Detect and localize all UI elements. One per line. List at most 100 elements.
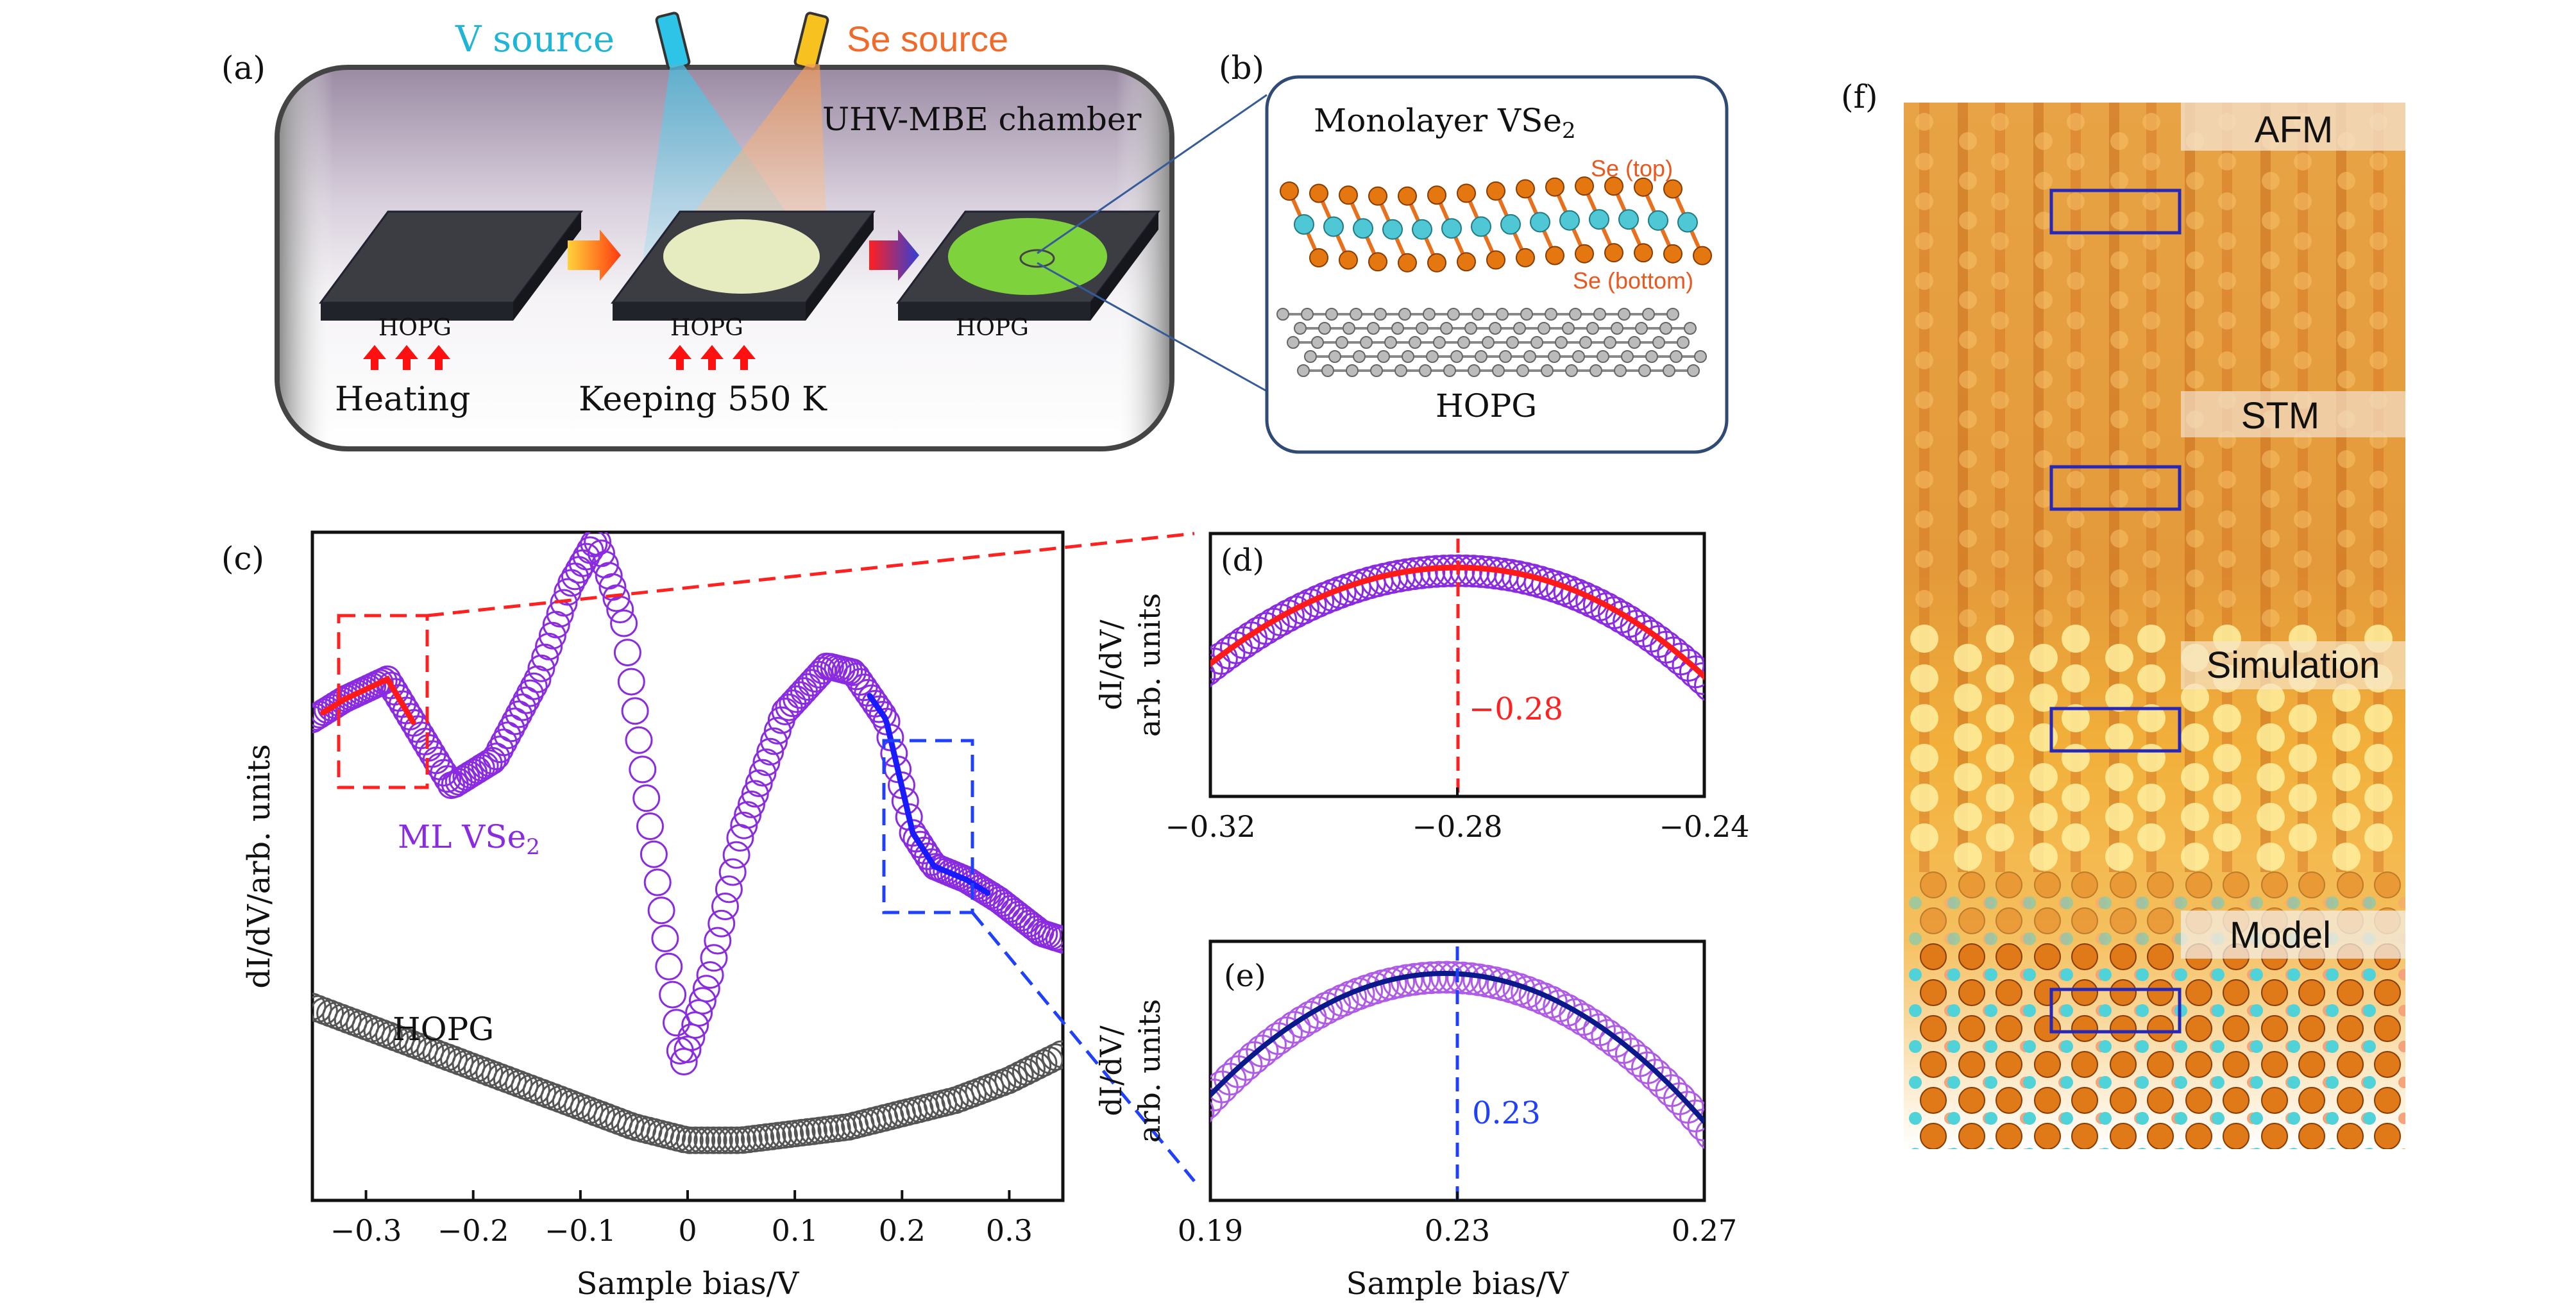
- ml-vse2-point: [617, 668, 645, 696]
- model-se-bottom-atom: [2250, 1148, 2256, 1149]
- model-se-bottom-atom: [2288, 1148, 2294, 1149]
- model-v-atom: [2139, 1148, 2146, 1149]
- ml-vse2-point: [715, 875, 743, 904]
- afm-spot: [2110, 410, 2128, 428]
- afm-spot: [1915, 272, 1933, 290]
- hopg-point: [1047, 1040, 1063, 1068]
- afm-spot: [2137, 823, 2165, 852]
- carbon-atom: [1374, 308, 1387, 321]
- afm-spot: [2067, 351, 2085, 369]
- zoom-line-red: [427, 532, 1195, 618]
- panel-e-ylabel-2: arb. units: [1132, 999, 1167, 1143]
- model-v-atom: [2174, 1076, 2187, 1089]
- panel-e-point: [1679, 1099, 1704, 1132]
- carbon-atom: [1492, 364, 1505, 377]
- se-bottom-atom: [1634, 243, 1653, 263]
- afm-spot: [2181, 763, 2209, 791]
- panel-c-xtick-label: −0.2: [437, 1213, 509, 1248]
- carbon-atom: [1593, 308, 1606, 321]
- panel-e-point: [1430, 961, 1464, 994]
- afm-spot: [2186, 291, 2204, 309]
- ml-vse2-point: [741, 780, 769, 808]
- hopg-point: [699, 1126, 727, 1154]
- model-v-atom: [2287, 968, 2300, 981]
- ml-vse2-point: [493, 721, 521, 750]
- carbon-atom: [1335, 336, 1348, 349]
- panel-d-ylabel-1: dI/dV/: [1094, 619, 1128, 710]
- afm-spot: [2110, 251, 2128, 269]
- se-bottom-label: Se (bottom): [1573, 267, 1693, 294]
- model-v-atom: [2290, 1148, 2298, 1149]
- model-v-atom: [1909, 896, 1922, 909]
- model-v-atom: [2023, 1040, 2036, 1053]
- model-v-atom: [2363, 1040, 2376, 1053]
- carbon-atom: [1645, 350, 1658, 363]
- afm-spot: [2218, 471, 2236, 489]
- afm-spot: [1954, 723, 1982, 752]
- panel-e-point: [1559, 998, 1592, 1031]
- afm-spot: [2062, 625, 2090, 653]
- carbon-atom: [1325, 308, 1338, 321]
- panel-e-point: [1278, 1011, 1311, 1044]
- model-se-atom: [2223, 1123, 2250, 1149]
- afm-spot: [1915, 153, 1933, 171]
- model-v-atom: [2023, 896, 2036, 909]
- panel-e-point: [1566, 1003, 1600, 1036]
- ml-vse2-point: [523, 665, 552, 693]
- afm-spot: [2294, 272, 2312, 290]
- carbon-atom: [1677, 336, 1690, 349]
- afm-spot: [2110, 291, 2128, 309]
- panel-e-point: [1687, 1108, 1704, 1141]
- model-v-atom: [1909, 1004, 1922, 1017]
- se-top-atom: [1457, 183, 1476, 203]
- afm-spot: [1915, 510, 1933, 528]
- ml-vse2-label: ML VSe2: [398, 818, 540, 860]
- carbon-atom: [1276, 308, 1289, 321]
- afm-spot: [2062, 704, 2090, 732]
- model-se-atom: [1958, 1015, 1985, 1042]
- model-v-atom: [2023, 932, 2036, 945]
- carbon-atom: [1569, 308, 1582, 321]
- model-se-atom: [2337, 1123, 2364, 1149]
- model-se-atom: [2071, 943, 2098, 970]
- model-v-atom: [1987, 1148, 1995, 1149]
- carbon-atom: [1541, 364, 1554, 377]
- carbon-atom: [1638, 364, 1651, 377]
- afm-spot: [2110, 530, 2128, 548]
- carbon-atom: [1628, 336, 1641, 349]
- afm-spot: [1991, 351, 2009, 369]
- afm-spot: [2067, 431, 2085, 449]
- ml-vse2-point: [752, 748, 781, 777]
- carbon-atom: [1346, 364, 1359, 377]
- model-se-bottom-atom: [2398, 969, 2405, 980]
- hopg-point: [682, 1126, 709, 1154]
- ml-vse2-point: [704, 927, 732, 955]
- afm-spot: [2035, 450, 2053, 468]
- carbon-atom: [1482, 336, 1495, 349]
- model-v-atom: [1985, 1004, 1997, 1017]
- carbon-atom: [1384, 336, 1397, 349]
- afm-spot: [2369, 153, 2387, 171]
- afm-stm-texture: [1910, 103, 2393, 872]
- fit-blue-curve: [867, 693, 991, 896]
- afm-spot: [2364, 704, 2393, 732]
- panel-c-xticks: −0.3 −0.2 −0.1 0 0.1 0.2 0.3: [330, 1190, 1033, 1248]
- panel-d-ylabel-2: arb. units: [1132, 593, 1167, 737]
- afm-spot: [1991, 550, 2009, 568]
- carbon-atom: [1447, 308, 1460, 321]
- afm-spot: [2186, 212, 2204, 230]
- model-v-atom: [2136, 932, 2149, 945]
- afm-spot: [2067, 192, 2085, 210]
- afm-spot: [2110, 569, 2128, 587]
- afm-spot: [2289, 823, 2317, 852]
- model-v-atom: [1947, 1076, 1960, 1089]
- afm-spot: [2035, 410, 2053, 428]
- afm-spot: [1910, 625, 1938, 653]
- model-se-atom: [2298, 1123, 2325, 1149]
- carbon-atom: [1398, 308, 1411, 321]
- afm-spot: [1959, 609, 1977, 627]
- afm-spot: [2067, 272, 2085, 290]
- model-v-atom: [1985, 1076, 1997, 1089]
- v-atom: [1294, 214, 1314, 235]
- ml-vse2-point: [696, 961, 724, 989]
